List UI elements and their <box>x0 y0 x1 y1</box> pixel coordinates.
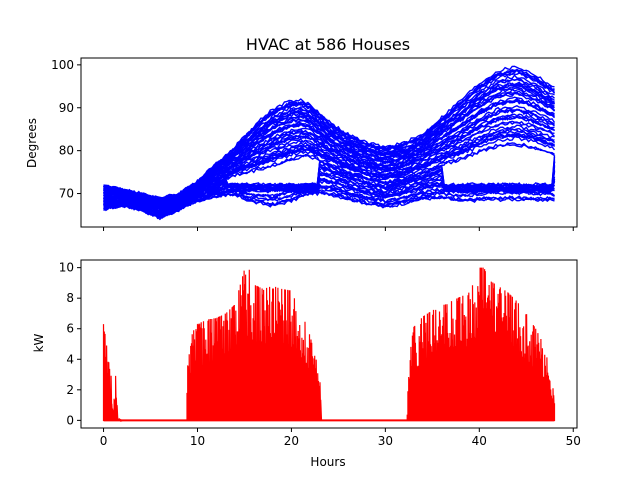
power-y-tick-label: 2 <box>66 383 74 397</box>
power-y-tick-label: 0 <box>66 413 74 427</box>
power-y-tick-label: 4 <box>66 352 74 366</box>
temperature-series-line <box>103 190 555 219</box>
power-x-tick-label: 30 <box>378 434 393 448</box>
temperature-plot-frame <box>80 57 578 228</box>
temperature-series-line <box>103 143 555 213</box>
temperature-y-tick-label: 80 <box>59 144 74 158</box>
power-x-tick-label: 40 <box>472 434 487 448</box>
temperature-y-tick-label: 70 <box>59 187 74 201</box>
power-panel: 0 10 20 30 40 50 0 2 4 6 8 10 kW Hours <box>32 259 581 469</box>
power-y-tick-label: 8 <box>66 291 74 305</box>
power-y-axis-label: kW <box>32 333 46 352</box>
power-x-tick-label: 50 <box>566 434 581 448</box>
power-y-tick-label: 6 <box>66 322 74 336</box>
power-x-tick-label: 10 <box>190 434 205 448</box>
temperature-y-tick-label: 90 <box>59 101 74 115</box>
temperature-y-axis-label: Degrees <box>25 118 39 168</box>
x-axis-label: Hours <box>310 455 345 469</box>
power-x-tick-label: 20 <box>284 434 299 448</box>
power-axes: 0 10 20 30 40 50 0 2 4 6 8 10 <box>59 261 581 448</box>
power-plot-frame <box>80 259 578 429</box>
temperature-series-line <box>103 91 555 203</box>
temperature-panel: HVAC at 586 Houses 70 80 90 100 Degrees <box>25 35 578 231</box>
temperature-axes: 70 80 90 100 <box>51 58 574 231</box>
power-x-tick-label: 0 <box>100 434 108 448</box>
temperature-plot-area <box>102 65 556 221</box>
temperature-series-line <box>102 108 555 207</box>
temperature-y-tick-label: 100 <box>51 58 74 72</box>
chart-title: HVAC at 586 Houses <box>246 35 410 54</box>
power-y-tick-label: 10 <box>59 261 74 275</box>
power-plot-area <box>102 267 556 423</box>
temperature-series-line <box>103 65 555 201</box>
power-series-area <box>102 267 556 423</box>
